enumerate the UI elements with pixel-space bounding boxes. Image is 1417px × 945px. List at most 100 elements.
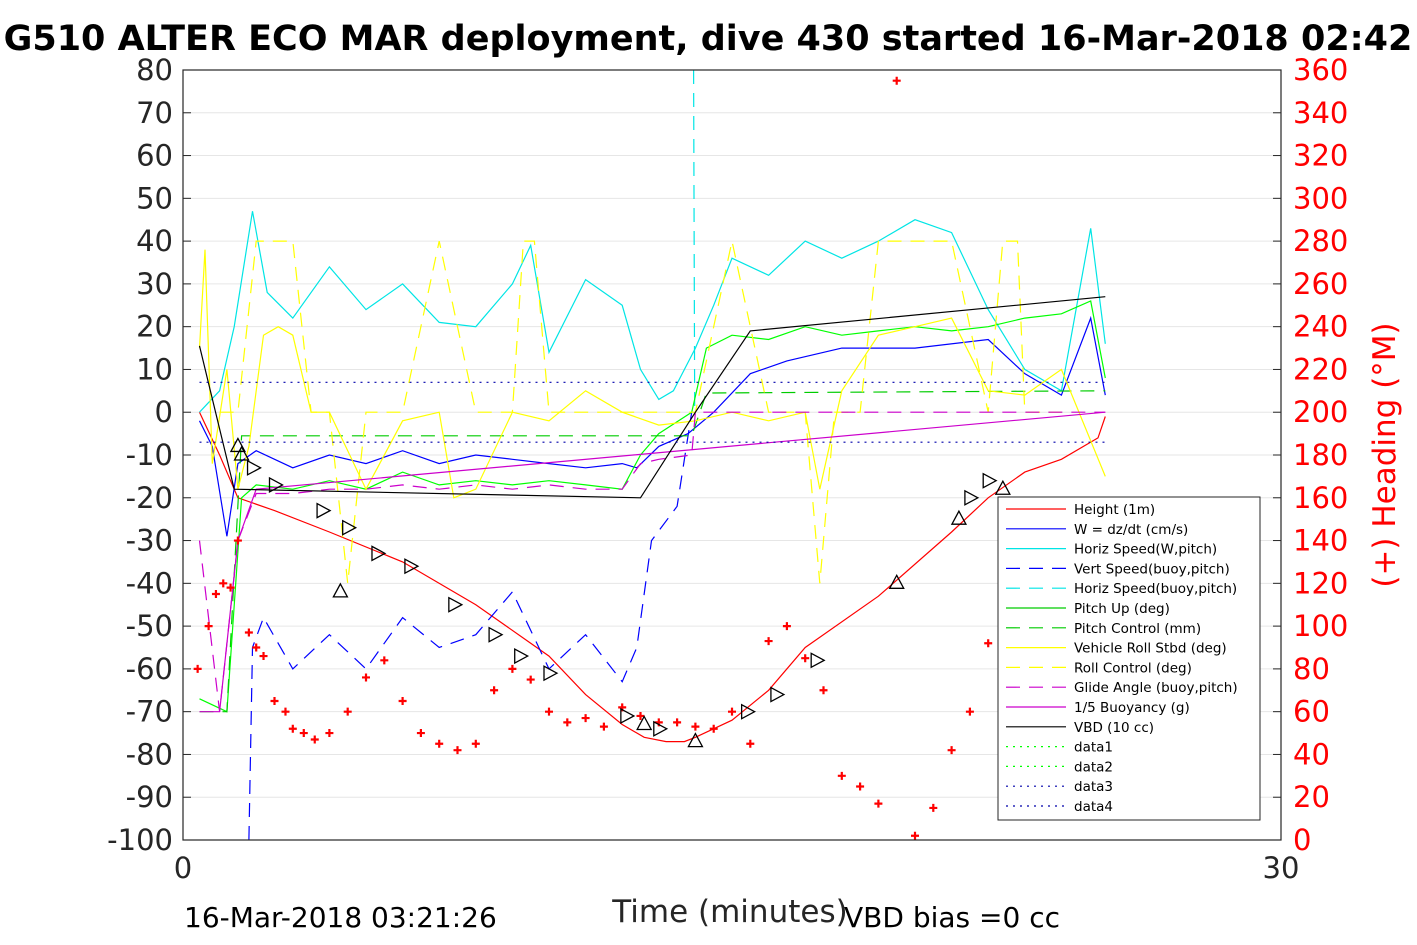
marker-right-triangle [246,459,262,476]
marker-right-triangle [543,665,559,682]
heading-point [204,622,213,631]
series-line-w-dz-dt-cm-s- [198,315,1106,537]
series-line-vert-speed-buoy-pitch- [248,412,693,840]
heading-point [563,718,572,727]
legend-label: Horiz Speed(W,pitch) [1074,542,1217,558]
marker-right-triangle [268,476,284,494]
heading-point [782,622,791,631]
x-tick-label: 0 [174,851,192,885]
heading-point [801,654,810,663]
heading-point [211,590,220,599]
right-axis-label: (+) Heading (°M) [1367,322,1403,587]
y-tick-label: -90 [126,780,173,814]
legend-label: data2 [1074,759,1113,775]
y-tick-label: -40 [126,566,173,600]
marker-up-triangle [636,715,653,731]
legend-label: VBD (10 cc) [1074,720,1154,736]
legend-label: Height (1m) [1074,502,1155,518]
heading-point [325,729,334,738]
x-tick-label: 30 [1263,851,1300,885]
heading-point [471,739,480,748]
y-right-tick-label: 20 [1293,780,1330,814]
heading-point [984,639,993,648]
y-right-tick-label: 340 [1293,96,1348,130]
marker-right-triangle [770,686,786,703]
heading-point [728,707,736,716]
y-right-tick-label: 0 [1293,823,1311,857]
y-right-tick-label: 180 [1293,438,1348,472]
series-line-horiz-speed-w-pitch- [199,211,1106,413]
heading-point [435,739,444,748]
marker-up-triangle [888,573,905,589]
y-tick-label: 30 [136,267,173,301]
legend-label: Vert Speed(buoy,pitch) [1074,561,1230,577]
y-tick-label: -70 [126,695,173,729]
y-right-tick-label: 240 [1293,310,1348,344]
heading-point [508,664,517,673]
heading-point [270,696,279,705]
heading-point [310,735,319,744]
y-tick-label: -30 [126,524,173,558]
heading-point [281,707,290,716]
heading-point [819,686,828,695]
y-right-tick-label: 140 [1293,524,1348,558]
y-right-tick-label: 300 [1293,181,1348,215]
legend-label: data1 [1074,740,1113,756]
heading-point [416,729,425,738]
heading-point [226,583,235,592]
marker-right-triangle [740,703,757,720]
series-line-roll-control-deg- [219,240,1062,584]
heading-point [929,803,938,812]
legend-label: W = dz/dt (cm/s) [1074,522,1188,538]
x-axis-label: Time (minutes) [611,894,847,930]
y-right-tick-label: 120 [1293,566,1348,600]
legend-label: data4 [1074,799,1113,815]
heading-point [764,637,773,646]
series-line-height-1m- [198,411,1106,743]
heading-point [259,652,268,661]
marker-up-triangle [994,479,1011,495]
heading-point [947,746,956,755]
marker-right-triangle [316,502,332,519]
heading-point [490,686,499,695]
y-tick-label: -80 [126,737,173,771]
marker-right-triangle [653,720,669,737]
heading-point [362,673,370,682]
heading-point [636,711,645,720]
legend-label: data3 [1074,779,1113,795]
heading-point [219,579,228,588]
legend-label: Pitch Up (deg) [1074,601,1170,617]
footer-vbd-bias: VBD bias =0 cc [844,901,1060,934]
heading-point [453,746,462,755]
heading-point [380,656,389,665]
marker-right-triangle [371,545,387,562]
heading-point [299,729,308,738]
heading-point [673,718,682,727]
y-right-tick-label: 280 [1293,224,1348,258]
heading-point [911,831,919,840]
heading-point [581,714,590,723]
y-tick-label: 50 [136,181,173,215]
heading-point [599,722,608,731]
y-right-tick-label: 80 [1293,652,1330,686]
heading-point [965,707,974,716]
heading-point [746,739,755,748]
heading-point [856,782,865,791]
legend: Height (1m) W = dz/dt (cm/s) Horiz Speed(W… [997,496,1261,821]
heading-point [545,707,553,716]
y-right-tick-label: 360 [1293,53,1348,87]
y-right-tick-label: 220 [1293,352,1348,386]
y-right-tick-label: 60 [1293,695,1330,729]
y-tick-label: 80 [136,53,173,87]
y-tick-label: 10 [136,352,173,386]
legend-label: Glide Angle (buoy,pitch) [1074,680,1238,696]
y-right-tick-label: 260 [1293,267,1348,301]
legend-label: Pitch Control (mm) [1074,621,1201,637]
axes: 80706050403020100-10-20-30-40-50-60-70-8… [107,53,1348,885]
legend-label: Vehicle Roll Stbd (deg) [1074,641,1227,657]
marker-right-triangle [620,707,636,725]
heading-point [691,722,700,731]
marker-right-triangle [488,626,504,643]
heading-point [288,724,297,733]
